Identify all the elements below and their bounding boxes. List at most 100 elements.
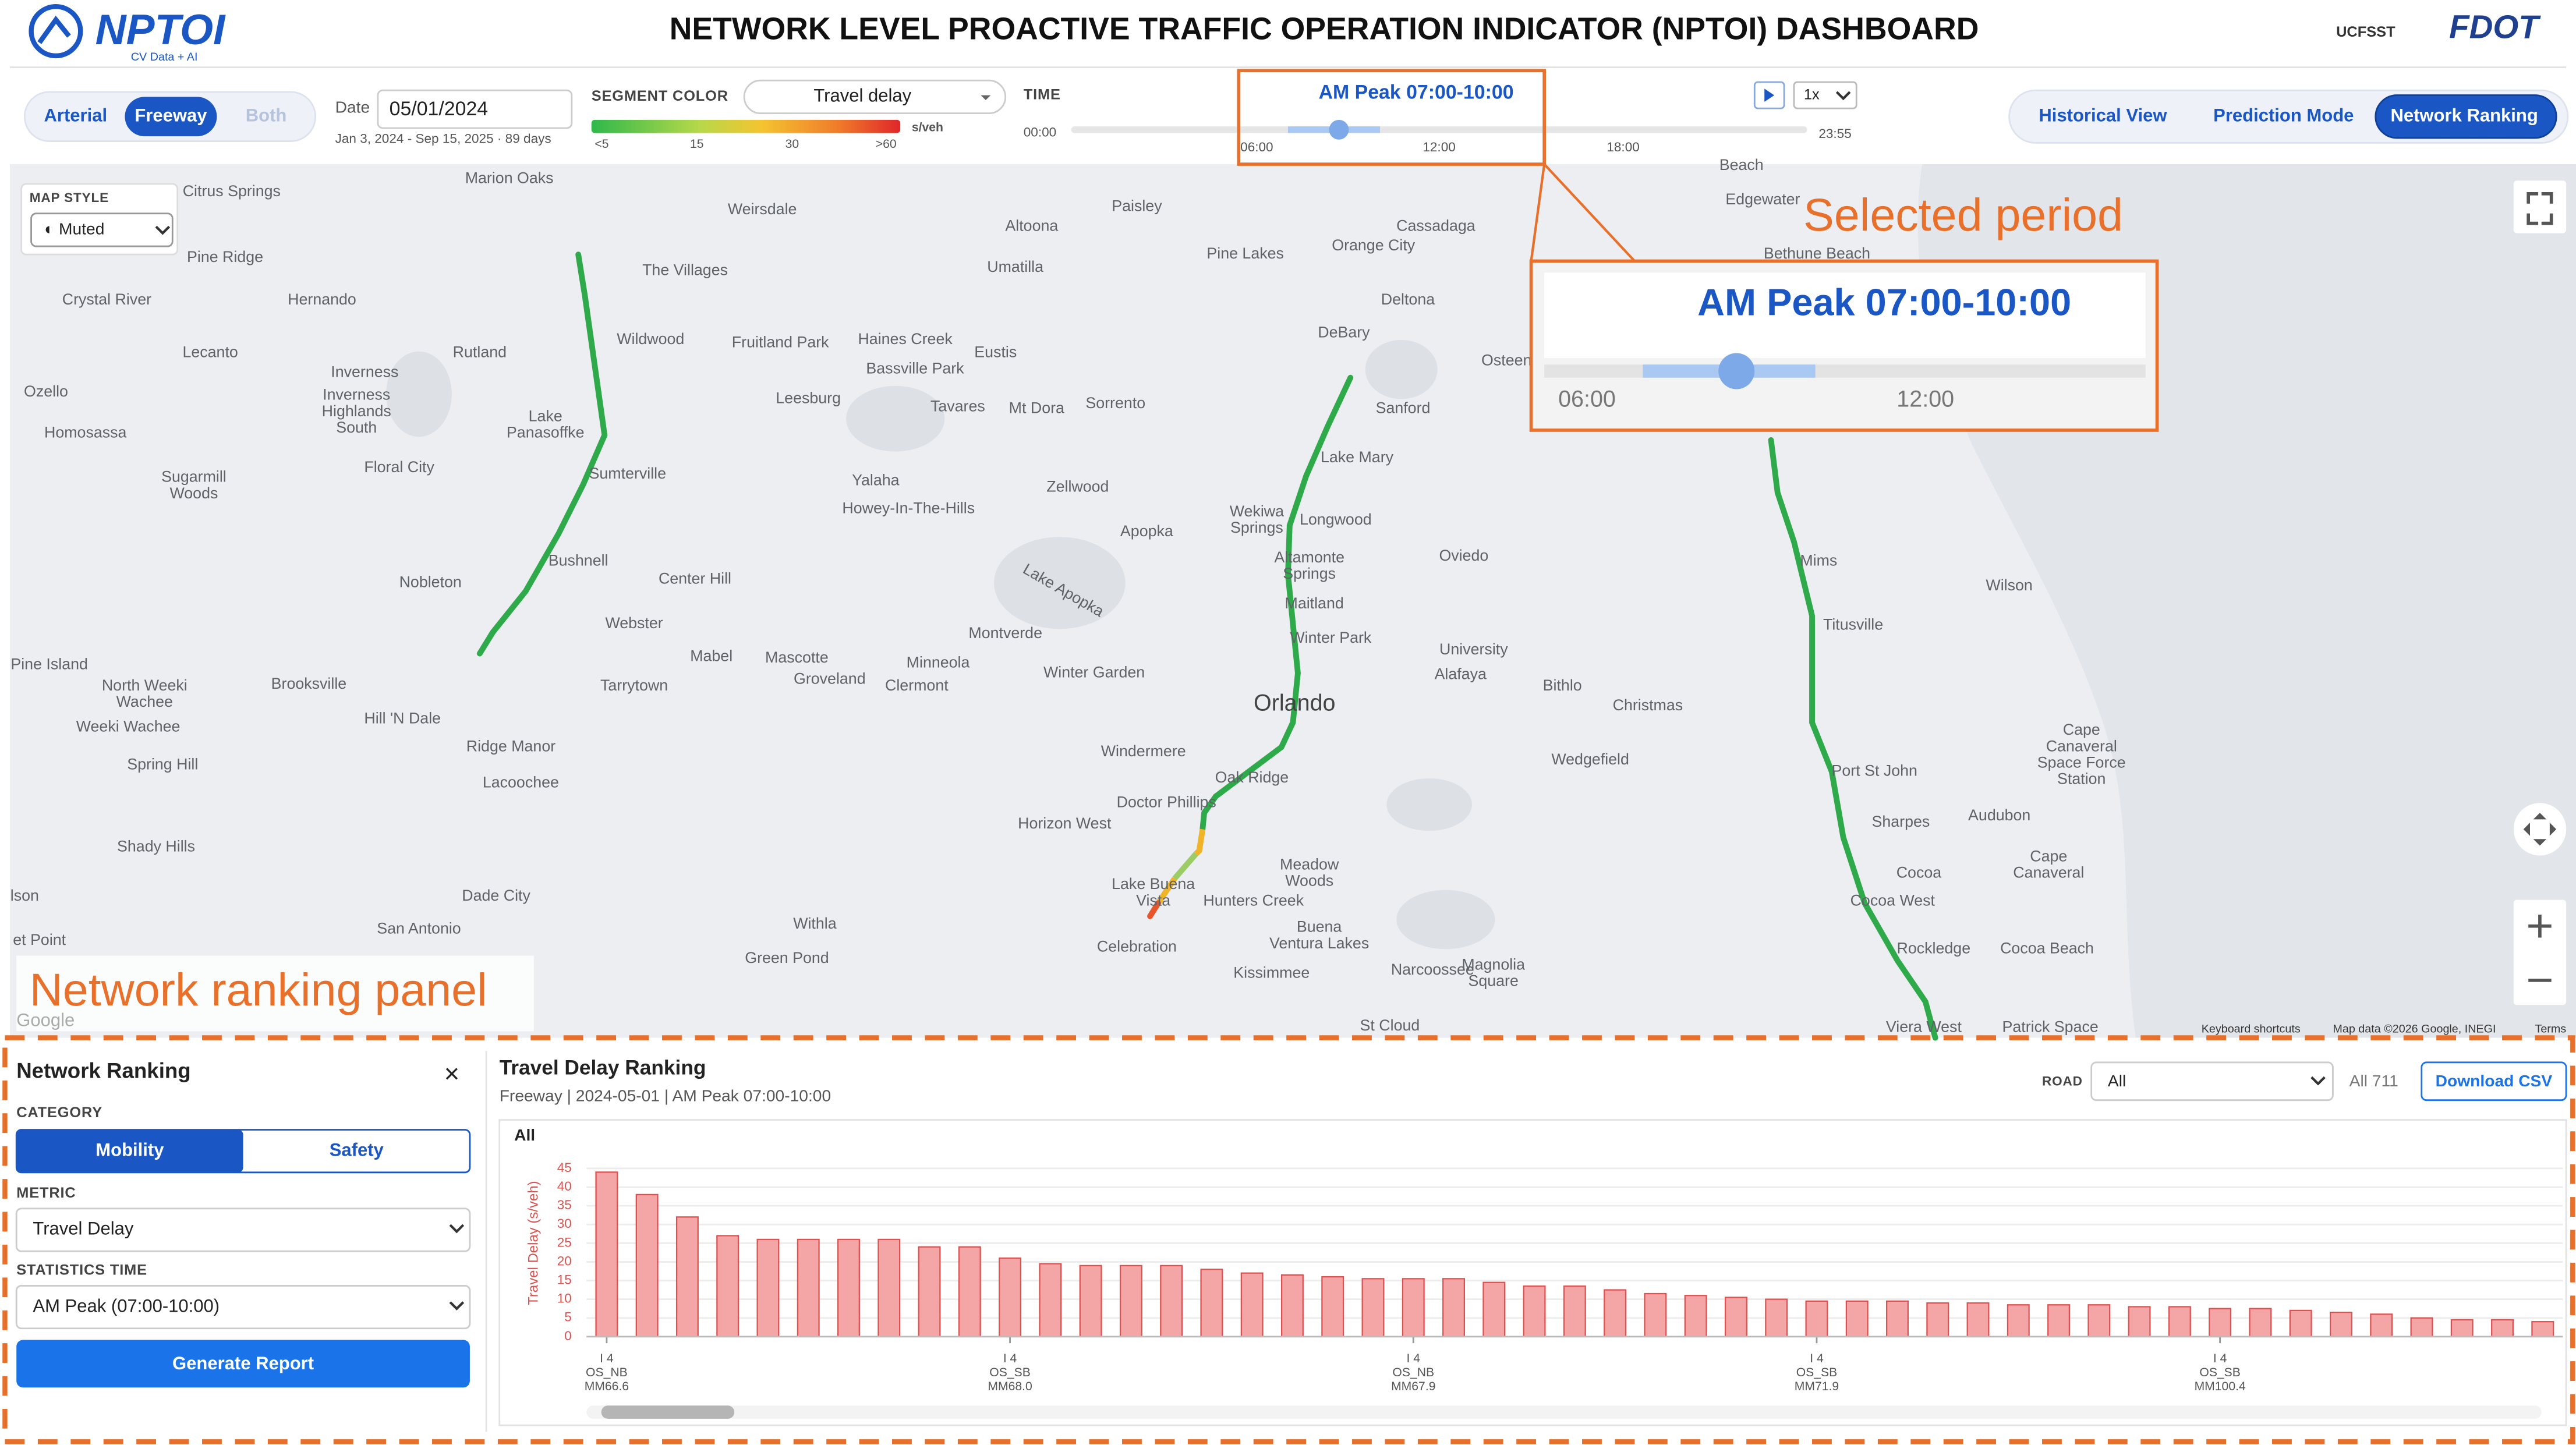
place-label: Howey-In-The-Hills	[842, 499, 975, 516]
bar[interactable]	[716, 1235, 739, 1337]
bar[interactable]	[2329, 1311, 2352, 1337]
segment-color-select[interactable]	[743, 79, 1007, 115]
panel-highlight	[2, 1035, 2575, 1444]
generate-button[interactable]	[16, 1340, 470, 1388]
road-segment[interactable]	[1199, 374, 1354, 833]
generate-label[interactable]: Generate Report	[172, 1353, 314, 1373]
map-style-value: ◐ Muted	[44, 219, 104, 238]
bar[interactable]	[2370, 1313, 2393, 1337]
bar[interactable]	[2168, 1306, 2191, 1337]
category-option[interactable]: Mobility	[95, 1139, 164, 1160]
place-label: Magnolia Square	[1462, 956, 1525, 990]
bar[interactable]	[2007, 1304, 2030, 1337]
bar[interactable]	[1079, 1265, 1102, 1337]
bar[interactable]	[958, 1246, 981, 1337]
map-style-select[interactable]	[30, 212, 174, 247]
road-type-option[interactable]: Both	[246, 105, 287, 125]
place-label: Paisley	[1112, 197, 1162, 214]
bar[interactable]	[2249, 1308, 2272, 1337]
bar[interactable]	[1724, 1297, 1747, 1337]
bar[interactable]	[756, 1238, 780, 1337]
bar[interactable]	[1563, 1285, 1586, 1337]
bar[interactable]	[1442, 1278, 1466, 1337]
place-label: Marion Oaks	[465, 169, 554, 187]
mode-option[interactable]: Network Ranking	[2390, 105, 2538, 125]
close-button[interactable]: ×	[444, 1058, 459, 1088]
bar[interactable]	[918, 1246, 941, 1337]
category-option[interactable]: Safety	[330, 1139, 384, 1160]
bar[interactable]	[1039, 1263, 1062, 1337]
bar[interactable]	[797, 1238, 820, 1337]
road-segment[interactable]	[1172, 852, 1198, 881]
place-label: Sugarmill Woods	[161, 468, 227, 502]
category-active[interactable]	[16, 1129, 243, 1173]
bar[interactable]	[1240, 1272, 1264, 1337]
place-label: Doctor Phillips	[1117, 793, 1216, 810]
bar[interactable]	[2410, 1317, 2433, 1337]
bar[interactable]	[1523, 1285, 1546, 1337]
scrollbar-thumb[interactable]	[601, 1405, 735, 1419]
bar[interactable]	[635, 1193, 659, 1337]
speed-value: 1x	[1804, 86, 1820, 102]
road-segment[interactable]	[1147, 900, 1162, 919]
scrollbar[interactable]	[586, 1405, 2542, 1419]
bar[interactable]	[1160, 1265, 1183, 1337]
metric-select[interactable]	[15, 1207, 471, 1252]
speed-select[interactable]	[1793, 81, 1857, 109]
time-select[interactable]	[15, 1285, 471, 1330]
place-label: Sharpes	[1872, 813, 1930, 830]
road-segment[interactable]	[1768, 437, 1938, 1041]
bar[interactable]	[2128, 1306, 2151, 1337]
bar[interactable]	[1644, 1292, 1667, 1337]
time-knob[interactable]	[1329, 119, 1349, 140]
download-label[interactable]: Download CSV	[2436, 1071, 2553, 1090]
bar[interactable]	[837, 1238, 860, 1337]
bar[interactable]	[1966, 1302, 1990, 1337]
bar[interactable]	[2491, 1319, 2514, 1337]
bar[interactable]	[1482, 1281, 1506, 1337]
bar[interactable]	[2047, 1304, 2071, 1337]
road-type-option[interactable]: Freeway	[135, 105, 207, 125]
bar[interactable]	[2087, 1304, 2111, 1337]
bar[interactable]	[877, 1238, 901, 1337]
bar[interactable]	[2450, 1319, 2474, 1337]
road-select[interactable]	[2090, 1061, 2334, 1102]
bar[interactable]	[1765, 1298, 1788, 1337]
place-label: Homosassa	[44, 424, 127, 441]
fullscreen-button[interactable]	[2513, 180, 2567, 233]
bar[interactable]	[2289, 1309, 2312, 1337]
bar[interactable]	[1200, 1269, 1223, 1337]
bar[interactable]	[595, 1171, 618, 1337]
bar[interactable]	[1805, 1300, 1828, 1337]
mode-option[interactable]: Prediction Mode	[2213, 105, 2354, 125]
callout-knob	[1718, 353, 1755, 389]
date-input[interactable]	[377, 89, 573, 129]
bar[interactable]	[2209, 1308, 2232, 1337]
road-segment[interactable]	[1155, 877, 1177, 905]
bar[interactable]	[1280, 1274, 1304, 1337]
pan-control[interactable]	[2513, 803, 2567, 856]
download-button[interactable]	[2421, 1061, 2567, 1102]
bar[interactable]	[1684, 1295, 1707, 1337]
y-tick-label: 35	[557, 1198, 572, 1212]
bar[interactable]	[1361, 1278, 1385, 1337]
bar[interactable]	[1604, 1289, 1627, 1337]
bar[interactable]	[1402, 1278, 1425, 1337]
road-segment[interactable]	[1194, 828, 1206, 856]
road-type-option[interactable]: Arterial	[44, 105, 107, 125]
bar[interactable]	[999, 1257, 1022, 1337]
bar[interactable]	[1886, 1300, 1909, 1337]
mode-option[interactable]: Historical View	[2039, 105, 2167, 125]
place-label: San Antonio	[377, 919, 461, 937]
logo-tagline: CV Data + AI	[131, 51, 198, 63]
bar[interactable]	[1119, 1265, 1142, 1337]
bar[interactable]	[2531, 1321, 2554, 1337]
zoom-in[interactable]	[2528, 914, 2552, 938]
road-segment[interactable]	[476, 252, 608, 657]
select-caret	[449, 1301, 465, 1311]
place-label: Weeki Wachee	[76, 718, 181, 735]
bar[interactable]	[675, 1216, 699, 1337]
bar[interactable]	[1845, 1300, 1869, 1337]
bar[interactable]	[1321, 1276, 1344, 1337]
bar[interactable]	[1926, 1302, 1949, 1337]
